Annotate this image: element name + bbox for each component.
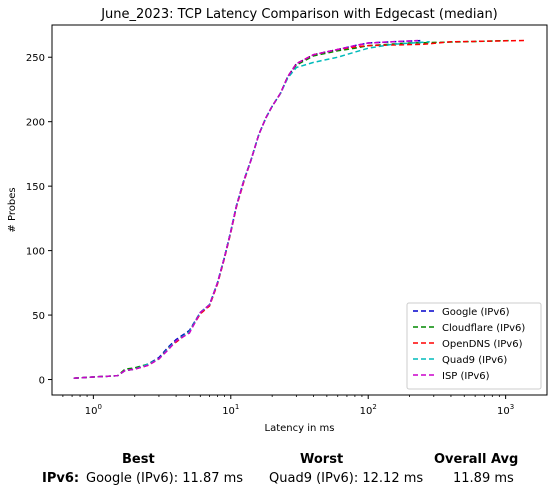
legend-label: OpenDNS (IPv6) <box>442 339 523 350</box>
series-line <box>73 39 418 379</box>
y-tick-label: 100 <box>26 247 45 258</box>
summary-header-best: Best <box>122 452 155 467</box>
legend-label: ISP (IPv6) <box>442 371 490 382</box>
latency-chart: June_2023: TCP Latency Comparison with E… <box>7 7 548 434</box>
summary-avg-value: 11.89 ms <box>453 471 514 486</box>
chart-title: June_2023: TCP Latency Comparison with E… <box>100 7 498 22</box>
y-tick-label: 150 <box>26 182 45 193</box>
series-line <box>73 41 430 379</box>
y-axis-label: # Probes <box>7 187 18 232</box>
summary-worst-value: Quad9 (IPv6): 12.12 ms <box>269 471 424 486</box>
y-tick-label: 50 <box>32 311 45 322</box>
x-tick-label: 100 <box>85 403 102 417</box>
plot-frame <box>51 24 548 396</box>
x-tick-label: 103 <box>497 403 514 417</box>
legend-label: Cloudflare (IPv6) <box>442 323 525 334</box>
legend-box <box>406 302 542 390</box>
x-tick-label: 101 <box>222 403 239 417</box>
summary-row-label: IPv6: <box>42 471 80 486</box>
legend-label: Google (IPv6) <box>442 307 510 318</box>
x-axis-label: Latency in ms <box>265 423 335 434</box>
summary-best-value: Google (IPv6): 11.87 ms <box>86 471 244 486</box>
x-tick-label: 102 <box>360 403 377 417</box>
y-tick-label: 250 <box>26 53 45 64</box>
summary-header-avg: Overall Avg <box>434 452 519 467</box>
y-tick-label: 0 <box>39 376 45 387</box>
y-tick-label: 200 <box>26 118 45 129</box>
legend-label: Quad9 (IPv6) <box>442 355 507 366</box>
summary-header-worst: Worst <box>300 452 344 467</box>
series-line <box>73 39 423 379</box>
